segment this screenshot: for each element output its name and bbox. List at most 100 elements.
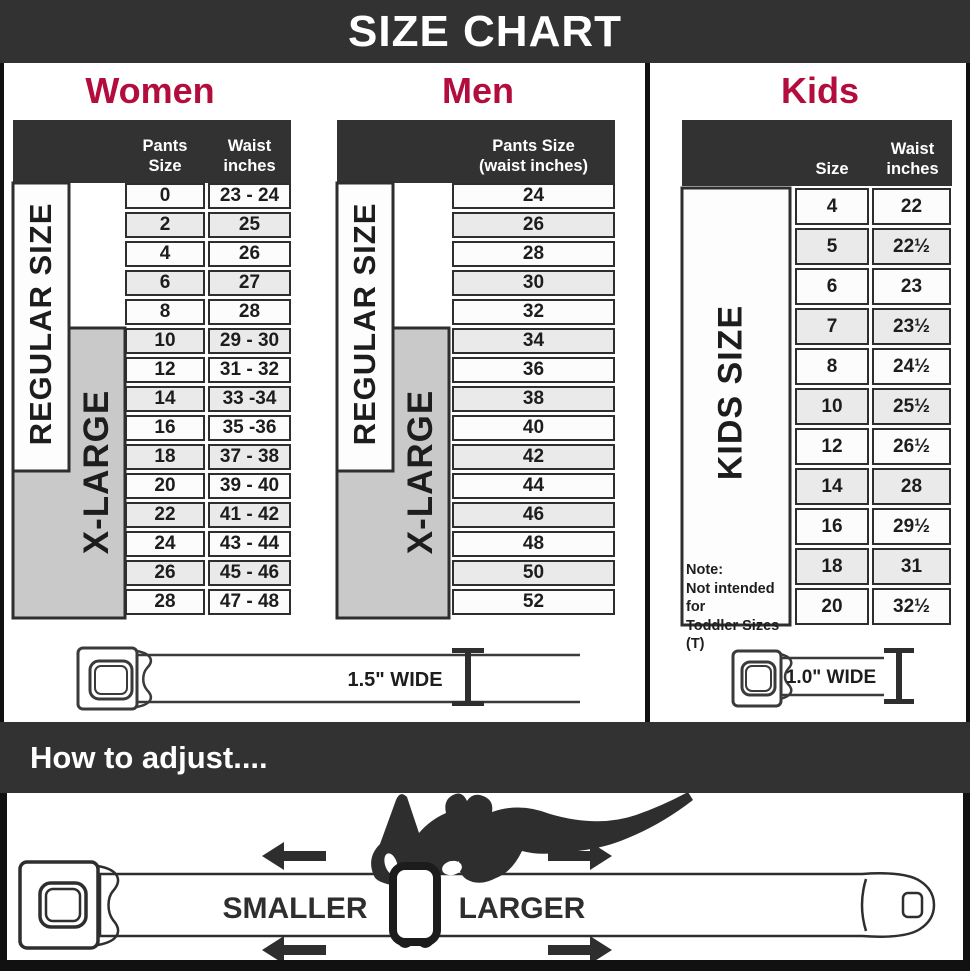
- men-pants-size-column-header: Pants Size (waist inches): [452, 120, 615, 183]
- women-regular-size-label: REGULAR SIZE: [23, 202, 58, 446]
- table-cell: 4: [795, 188, 869, 225]
- table-cell: 22½: [872, 228, 951, 265]
- table-cell: 24: [452, 183, 615, 209]
- column-header-label: Size: [815, 159, 849, 178]
- table-cell: 25: [208, 212, 291, 238]
- note-line: Note:: [686, 562, 724, 578]
- table-cell: 5: [795, 228, 869, 265]
- kids-size-label: KIDS SIZE: [711, 304, 750, 481]
- larger-label: LARGER: [459, 892, 586, 925]
- note-line: Toddler Sizes (T): [686, 617, 780, 653]
- women-heading: Women: [85, 70, 215, 111]
- frame-right-bottom: [963, 793, 970, 960]
- table-cell: 31: [872, 548, 951, 585]
- table-cell: 8: [125, 299, 205, 325]
- women-regular-box: [11, 181, 71, 473]
- table-cell: 36: [452, 357, 615, 383]
- adult-belt-illustration: 1.5" WIDE: [76, 646, 580, 711]
- frame-left-bottom: [0, 793, 7, 960]
- table-cell: 28: [125, 589, 205, 615]
- table-cell: 20: [795, 588, 869, 625]
- frame-right: [966, 63, 970, 722]
- belt-slider-clamp: [389, 862, 441, 946]
- table-cell: 38: [452, 386, 615, 412]
- table-cell: 27: [208, 270, 291, 296]
- table-cell: 23: [872, 268, 951, 305]
- kids-belt-illustration: 1.0" WIDE: [731, 648, 914, 708]
- table-cell: 32½: [872, 588, 951, 625]
- adult-belt-width-label: 1.5" WIDE: [347, 669, 442, 691]
- smaller-label: SMALLER: [223, 892, 368, 925]
- column-header-label: Waist: [890, 140, 935, 159]
- table-cell: 28: [872, 468, 951, 505]
- table-cell: 45 - 46: [208, 560, 291, 586]
- arrow-right-icon: [548, 842, 612, 870]
- kids-waist-column-header: Waist inches: [873, 123, 952, 186]
- table-cell: 37 - 38: [208, 444, 291, 470]
- table-cell: 47 - 48: [208, 589, 291, 615]
- table-cell: 0: [125, 183, 205, 209]
- table-cell: 22: [125, 502, 205, 528]
- men-regular-size-label: REGULAR SIZE: [347, 202, 382, 446]
- title-bar: SIZE CHART: [0, 0, 970, 63]
- table-cell: 46: [452, 502, 615, 528]
- table-cell: 18: [125, 444, 205, 470]
- women-table-header: [13, 120, 291, 183]
- note-line: Not intended for: [686, 580, 775, 616]
- table-cell: 12: [125, 357, 205, 383]
- buckle-button-inner: [44, 887, 82, 923]
- page-title: SIZE CHART: [348, 6, 622, 56]
- table-cell: 23½: [872, 308, 951, 345]
- belt-tip-hole: [901, 891, 924, 919]
- arrow-left-icon: [262, 936, 326, 964]
- table-cell: 26: [452, 212, 615, 238]
- table-cell: 33 -34: [208, 386, 291, 412]
- buckle-button-outer: [38, 881, 88, 929]
- frame-left: [0, 63, 4, 722]
- table-cell: 29 - 30: [208, 328, 291, 354]
- men-xlarge-label: X-LARGE: [401, 389, 440, 555]
- men-size-table: 24 26 28 30 32 34 36 38 40 42 44 46 48 50 52: [452, 183, 615, 615]
- buckle-button-outer: [88, 659, 134, 701]
- table-cell: 7: [795, 308, 869, 345]
- table-cell: 16: [125, 415, 205, 441]
- buckle-button-inner: [94, 665, 128, 695]
- table-cell: 31 - 32: [208, 357, 291, 383]
- frame-bottom: [0, 960, 970, 971]
- table-cell: 4: [125, 241, 205, 267]
- table-cell: 34: [452, 328, 615, 354]
- table-cell: 25½: [872, 388, 951, 425]
- adjust-heading: How to adjust....: [30, 739, 268, 775]
- table-cell: 14: [125, 386, 205, 412]
- belt-tip-seam: [860, 878, 868, 932]
- table-cell: 24: [125, 531, 205, 557]
- table-cell: 6: [125, 270, 205, 296]
- kids-belt-width-label: 1.0" WIDE: [786, 667, 876, 688]
- table-cell: 12: [795, 428, 869, 465]
- men-heading: Men: [442, 70, 514, 111]
- table-cell: 29½: [872, 508, 951, 545]
- table-cell: 40: [452, 415, 615, 441]
- women-waist-column-header: Waist inches: [208, 120, 291, 183]
- table-cell: 39 - 40: [208, 473, 291, 499]
- column-header-label: inches: [223, 156, 276, 175]
- table-cell: 26: [208, 241, 291, 267]
- table-cell: 14: [795, 468, 869, 505]
- table-cell: 35 -36: [208, 415, 291, 441]
- fingernail-detail: [442, 860, 462, 876]
- column-header-label: (waist inches): [478, 156, 589, 175]
- table-cell: 42: [452, 444, 615, 470]
- table-cell: 30: [452, 270, 615, 296]
- table-cell: 32: [452, 299, 615, 325]
- buckle-button-inner: [745, 665, 772, 692]
- adjust-illustration: SMALLER LARGER: [18, 793, 936, 964]
- table-cell: 22: [872, 188, 951, 225]
- buckle-button-outer: [740, 660, 777, 697]
- column-header-label: Pants Size: [142, 137, 188, 175]
- panel-divider: [645, 63, 650, 722]
- kids-heading: Kids: [780, 70, 859, 111]
- table-cell: 26½: [872, 428, 951, 465]
- table-cell: 50: [452, 560, 615, 586]
- men-table-header: [337, 120, 615, 183]
